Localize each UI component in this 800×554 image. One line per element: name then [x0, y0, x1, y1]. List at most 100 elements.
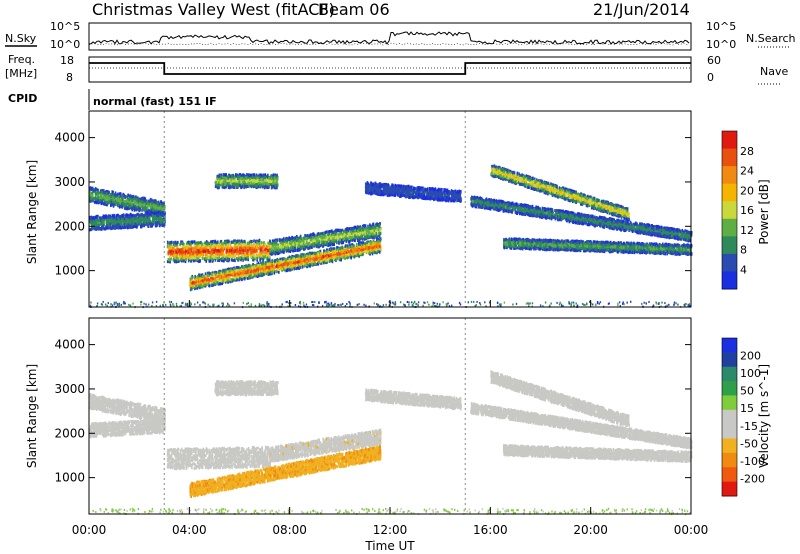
power-cell	[130, 207, 133, 211]
power-cell	[196, 251, 198, 255]
power-cell	[163, 214, 166, 218]
power-cell	[139, 221, 141, 225]
power-cell	[133, 208, 136, 212]
power-cell	[253, 249, 256, 253]
power-cell	[143, 196, 146, 200]
power-cell	[219, 245, 222, 249]
power-cell	[129, 198, 132, 201]
power-cell	[170, 257, 173, 261]
power-cell	[147, 199, 150, 203]
nsky-label: N.Sky	[5, 32, 37, 45]
power-cell	[115, 217, 118, 221]
power-cell	[290, 237, 292, 241]
power-cell	[195, 246, 197, 250]
power-cell	[161, 201, 163, 205]
power-cell	[104, 201, 106, 205]
power-cell	[119, 200, 121, 204]
power-cell	[92, 199, 94, 203]
power-cell	[110, 195, 113, 198]
power-cell	[140, 202, 142, 206]
power-cell	[311, 243, 313, 247]
power-cell	[222, 259, 225, 263]
power-cell	[187, 259, 190, 263]
power-cell	[118, 198, 120, 202]
power-cell	[212, 245, 214, 249]
power-cell	[126, 207, 129, 211]
power-cell	[285, 239, 288, 243]
power-cell	[168, 258, 170, 262]
power-cell	[185, 255, 187, 259]
power-cell	[229, 252, 232, 256]
power-cell	[135, 201, 138, 205]
power-cell	[109, 201, 111, 205]
power-cell	[140, 217, 142, 221]
power-cell	[201, 253, 203, 257]
power-cell	[216, 252, 219, 256]
power-cell	[210, 252, 213, 256]
power-cell	[118, 192, 121, 196]
power-cell	[139, 207, 141, 211]
power-cell	[340, 228, 342, 232]
cpid-panel: CPID normal (fast) 151 IF	[8, 89, 217, 110]
power-cell	[98, 223, 100, 227]
power-cell	[199, 244, 201, 247]
power-cell	[208, 245, 210, 249]
power-cell	[140, 200, 142, 203]
power-cell	[224, 258, 226, 262]
power-cell	[273, 247, 276, 251]
power-cell	[351, 232, 353, 236]
power-cell	[227, 257, 229, 261]
power-cell	[285, 243, 288, 247]
power-cell	[95, 200, 97, 204]
nsky-tick-bottom: 10^0	[50, 38, 80, 51]
power-cell	[208, 242, 210, 246]
power-cell	[91, 191, 94, 195]
power-cell	[139, 201, 141, 205]
power-cell	[258, 242, 261, 246]
power-cell	[105, 214, 107, 218]
power-cell	[325, 230, 327, 234]
power-cell	[122, 218, 124, 222]
power-cell	[96, 226, 98, 230]
freq-traces	[89, 62, 691, 75]
power-cell	[118, 196, 120, 200]
power-cell	[368, 232, 370, 235]
power-cell	[311, 245, 313, 249]
power-cell	[354, 229, 356, 233]
power-cell	[126, 226, 129, 230]
power-cell	[201, 256, 204, 260]
power-cell	[209, 240, 212, 244]
power-cell	[233, 255, 236, 258]
power-cell	[181, 241, 184, 245]
power-cell	[113, 193, 116, 197]
power-cell	[90, 192, 93, 196]
power-cell	[136, 198, 139, 202]
power-cell	[145, 209, 148, 213]
power-cell	[307, 252, 310, 256]
power-cell	[172, 246, 175, 250]
power-cell	[202, 249, 205, 253]
power-cell	[334, 236, 337, 240]
power-cell	[216, 257, 219, 260]
power-cell	[262, 241, 265, 245]
power-cell	[274, 251, 277, 254]
power-cell	[101, 199, 104, 203]
power-cell	[111, 193, 113, 197]
power-cell	[152, 205, 154, 209]
freq-unit-label: [MHz]	[5, 67, 37, 80]
power-cell	[102, 202, 105, 206]
power-cell	[327, 235, 329, 239]
power-cell	[123, 202, 126, 206]
power-cell	[130, 200, 133, 204]
power-cell	[96, 188, 98, 192]
power-cell	[303, 240, 305, 243]
power-cell	[144, 198, 147, 202]
nsearch-tick-top: 10^5	[706, 20, 736, 33]
nave-tick-bottom: 0	[707, 71, 714, 84]
power-cell	[246, 251, 249, 255]
power-cell	[123, 204, 126, 208]
power-cell	[160, 200, 162, 204]
power-cell	[221, 242, 223, 246]
power-cell	[239, 246, 241, 250]
